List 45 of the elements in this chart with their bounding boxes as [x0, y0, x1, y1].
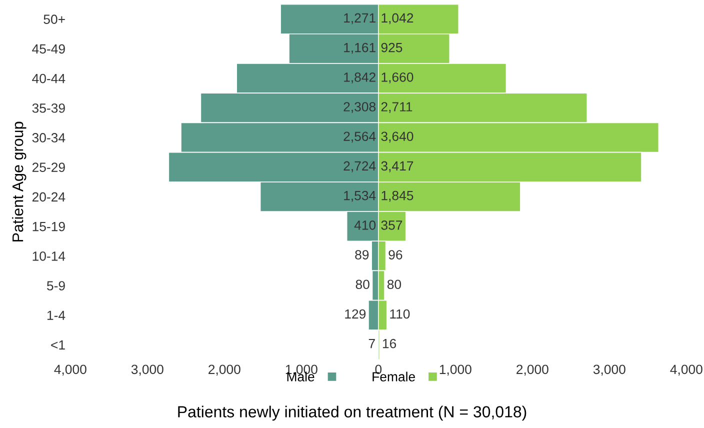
data-label: 1,842 [344, 72, 376, 84]
data-label: 410 [354, 220, 376, 230]
y-tick-label: 5-9 [47, 281, 65, 290]
data-label: 16 [382, 338, 396, 348]
data-label: 1,042 [382, 13, 414, 24]
y-tick-label: 25-29 [32, 162, 65, 172]
y-tick-label: 40-44 [32, 74, 66, 84]
x-tick-label: 3,000 [131, 364, 164, 376]
data-label: 129 [345, 309, 366, 319]
data-label: 2,308 [344, 102, 376, 113]
data-label: 1,845 [382, 190, 414, 202]
y-tick-label: 35-39 [32, 103, 65, 113]
x-axis-title: Patients newly initiated on treatment (N = 30,018) [178, 406, 526, 421]
y-tick-label: 10-14 [32, 251, 66, 261]
data-label: 110 [390, 309, 410, 319]
data-label: 2,711 [381, 102, 412, 113]
x-tick-label: 2,000 [208, 364, 240, 376]
data-label: 80 [387, 280, 402, 290]
data-label: 2,724 [344, 161, 376, 172]
data-label: 1,271 [344, 13, 376, 24]
data-label: 925 [381, 42, 402, 52]
data-label: 1,534 [344, 190, 376, 202]
data-label: 89 [355, 250, 369, 260]
x-tick-label: 4,000 [54, 364, 86, 376]
y-tick-label: 1-4 [47, 310, 66, 320]
y-axis-title: Patient Age group [12, 122, 26, 242]
data-label: 80 [356, 280, 370, 290]
data-label: 357 [381, 220, 402, 230]
y-tick-label: 20-24 [32, 192, 66, 202]
data-label: 3,640 [381, 132, 414, 143]
y-tick-label: 15-19 [32, 222, 65, 232]
data-label: 1,660 [382, 72, 414, 84]
data-label: 2,564 [344, 132, 376, 143]
y-tick-label: <1 [51, 340, 65, 350]
x-tick-label: 4,000 [670, 364, 702, 376]
x-tick-label: 3,000 [593, 364, 626, 376]
data-label: 1,161 [344, 42, 376, 54]
x-tick-label: 2,000 [516, 364, 548, 376]
x-tick-label: 1,000 [440, 364, 472, 376]
y-tick-label: 30-34 [32, 133, 66, 142]
data-label: 3,417 [381, 161, 414, 172]
data-label: 96 [388, 250, 402, 260]
data-label: 7 [368, 339, 375, 348]
y-tick-label: 45-49 [32, 44, 65, 54]
y-tick-label: 50+ [44, 14, 65, 24]
